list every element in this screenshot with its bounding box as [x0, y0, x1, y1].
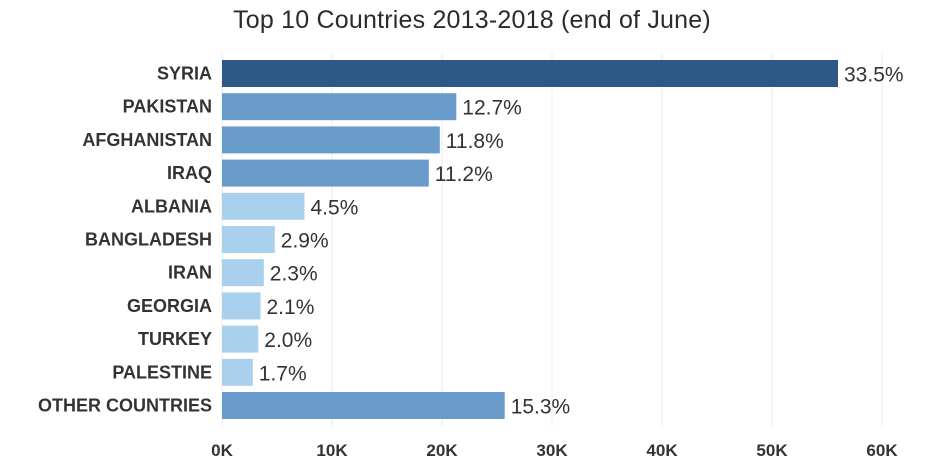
category-label: IRAQ: [167, 163, 212, 183]
data-label: 11.2%: [435, 163, 493, 186]
x-tick-label: 60K: [866, 441, 898, 460]
data-label: 33.5%: [844, 64, 904, 87]
chart-title: Top 10 Countries 2013-2018 (end of June): [233, 6, 711, 34]
data-label: 2.9%: [281, 230, 329, 253]
data-label: 15.3%: [511, 396, 571, 419]
x-tick-label: 10K: [316, 441, 348, 460]
x-tick-label: 40K: [646, 441, 678, 460]
data-label: 1.7%: [259, 362, 307, 385]
bar: [222, 292, 261, 320]
bar: [222, 60, 838, 87]
bar: [222, 259, 264, 287]
bar: [222, 226, 275, 253]
x-tick-label: 30K: [536, 441, 568, 460]
category-label: GEORGIA: [127, 296, 212, 316]
bar: [222, 159, 429, 187]
data-label: 2.1%: [267, 296, 315, 319]
x-tick-label: 20K: [426, 441, 458, 460]
bar: [222, 325, 259, 353]
category-label: ALBANIA: [131, 196, 212, 216]
category-label: OTHER COUNTRIES: [38, 396, 212, 416]
bar: [222, 93, 457, 121]
data-label: 4.5%: [311, 196, 359, 219]
bar: [222, 126, 440, 154]
data-label: 2.3%: [270, 263, 318, 286]
data-label: 2.0%: [264, 329, 312, 352]
bar: [222, 392, 505, 419]
category-label: PAKISTAN: [123, 97, 212, 117]
x-tick-label: 0K: [211, 441, 233, 460]
category-label: TURKEY: [138, 329, 212, 349]
category-label: AFGHANISTAN: [82, 130, 212, 150]
category-label: BANGLADESH: [85, 230, 212, 250]
category-label: IRAN: [168, 263, 212, 283]
category-label: PALESTINE: [112, 362, 212, 382]
bar: [222, 358, 253, 386]
data-label: 12.7%: [462, 97, 522, 120]
category-label: SYRIA: [157, 64, 212, 84]
bar: [222, 192, 305, 220]
x-tick-label: 50K: [756, 441, 788, 460]
data-label: 11.8%: [446, 130, 504, 153]
